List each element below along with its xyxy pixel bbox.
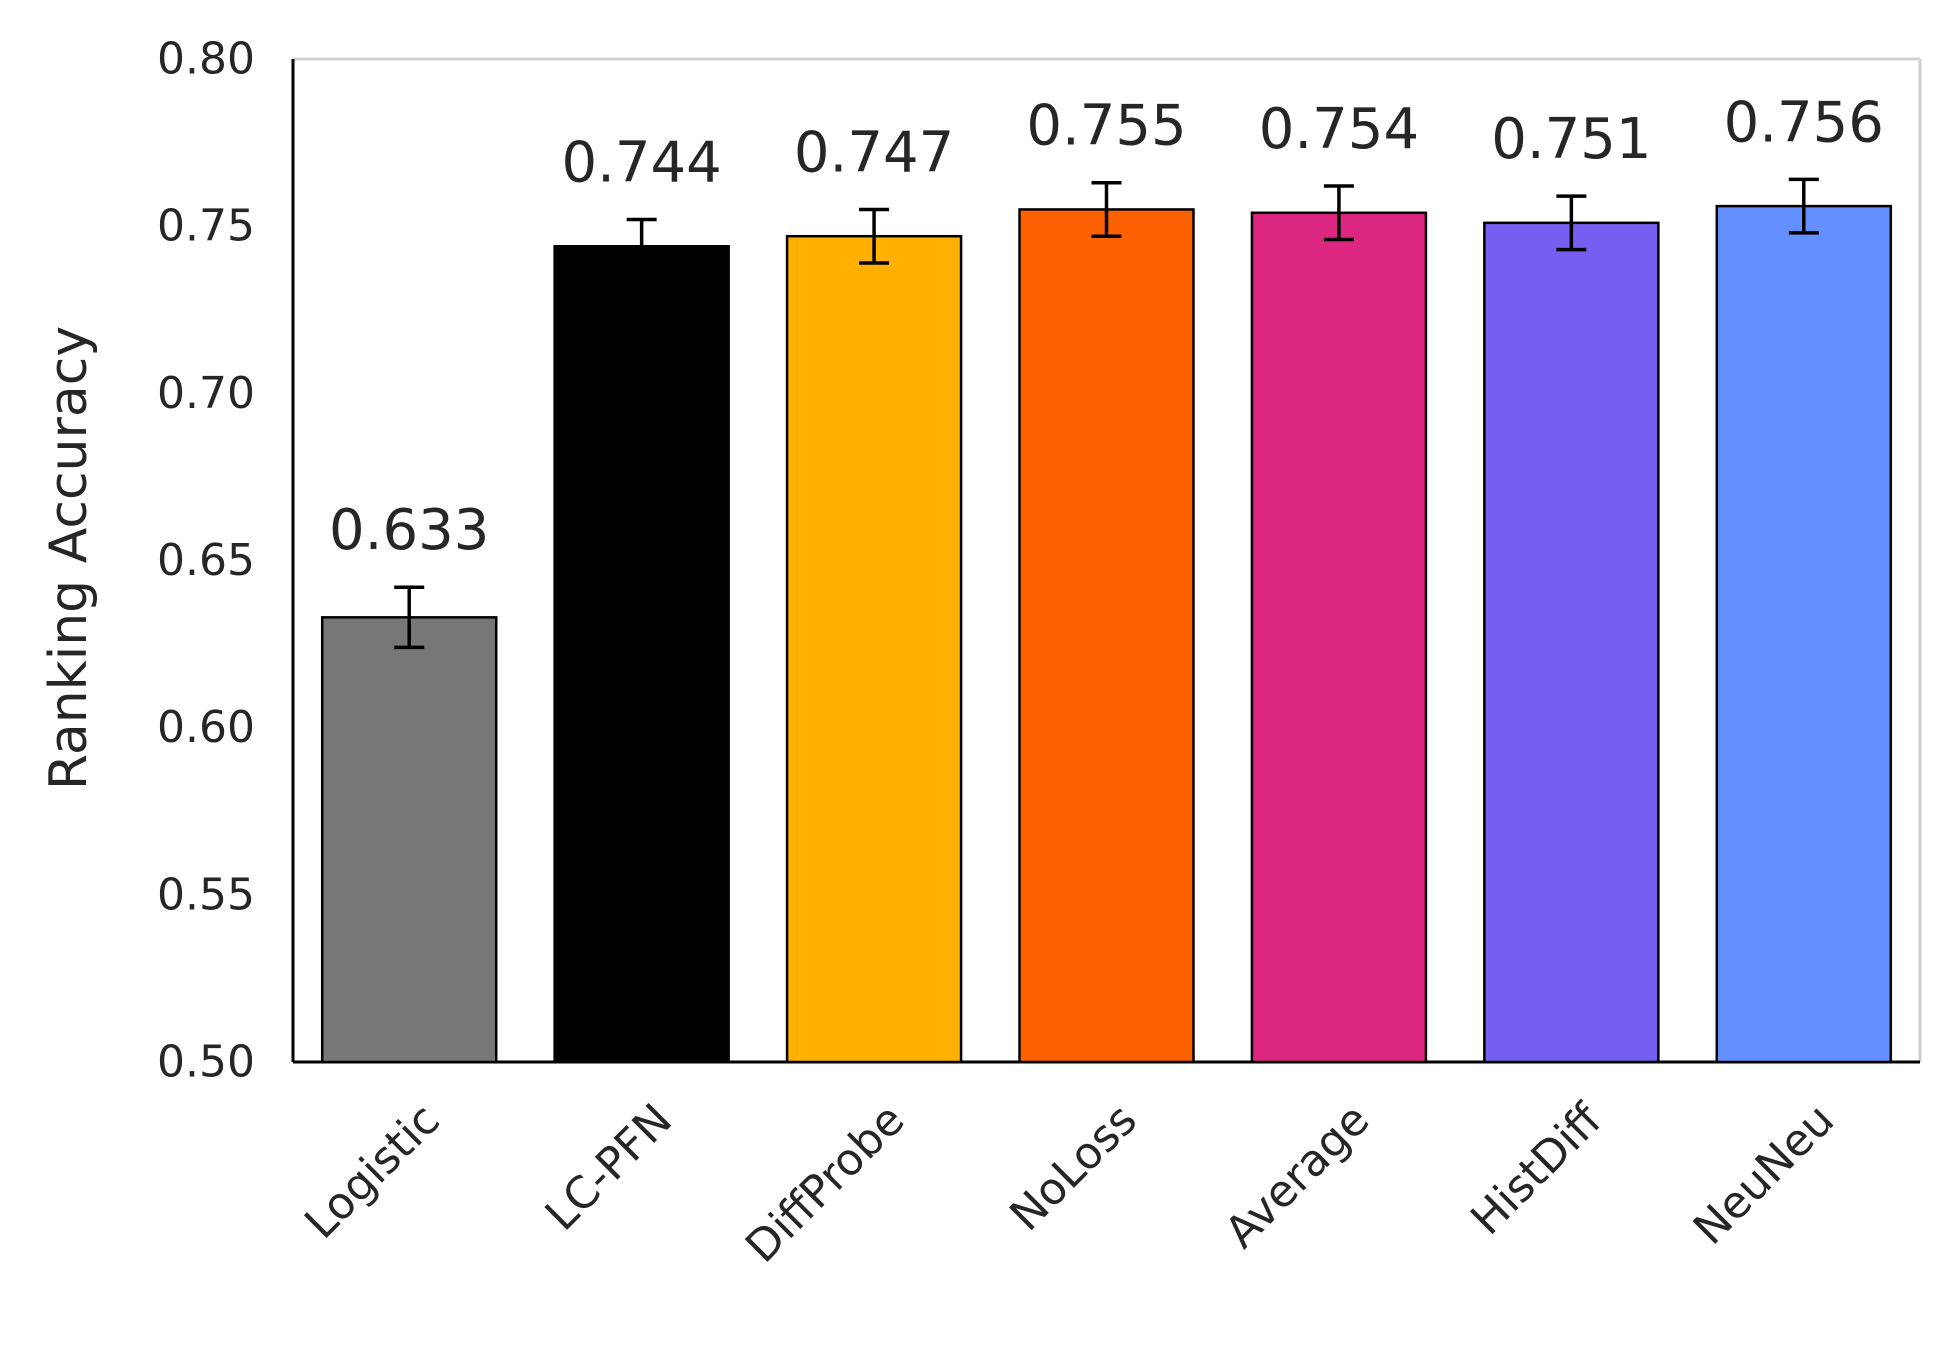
- bar-average: [1250, 211, 1428, 1064]
- bars: [320, 204, 1893, 1064]
- bar-neuneu: [1715, 204, 1893, 1064]
- value-label: 0.751: [1491, 107, 1651, 172]
- value-label: 0.754: [1259, 97, 1419, 162]
- bar-noloss: [1018, 208, 1195, 1064]
- bar-lc-pfn: [553, 244, 730, 1064]
- y-tick-label: 0.55: [157, 869, 255, 920]
- y-tick-label: 0.75: [157, 201, 255, 252]
- y-tick-label: 0.70: [157, 368, 255, 419]
- y-axis-title: Ranking Accuracy: [39, 326, 99, 790]
- error-bars: [394, 177, 1819, 650]
- bar-histdiff: [1483, 221, 1660, 1064]
- value-label: 0.744: [561, 130, 721, 195]
- y-tick-label: 0.65: [157, 535, 255, 586]
- bar-logistic: [320, 616, 498, 1064]
- value-label: 0.747: [794, 120, 954, 185]
- value-labels: 0.633 0.744 0.747 0.755 0.754 0.751 0.756: [329, 90, 1884, 563]
- y-tick-label: 0.60: [157, 702, 255, 753]
- value-label: 0.633: [329, 498, 489, 563]
- value-label: 0.755: [1026, 94, 1186, 159]
- bar-diffprobe: [785, 234, 963, 1064]
- y-ticks: 0.50 0.55 0.60 0.65 0.70 0.75 0.80: [157, 34, 255, 1088]
- y-tick-label: 0.50: [157, 1037, 255, 1088]
- value-label: 0.756: [1724, 90, 1884, 155]
- y-tick-label: 0.80: [157, 34, 255, 85]
